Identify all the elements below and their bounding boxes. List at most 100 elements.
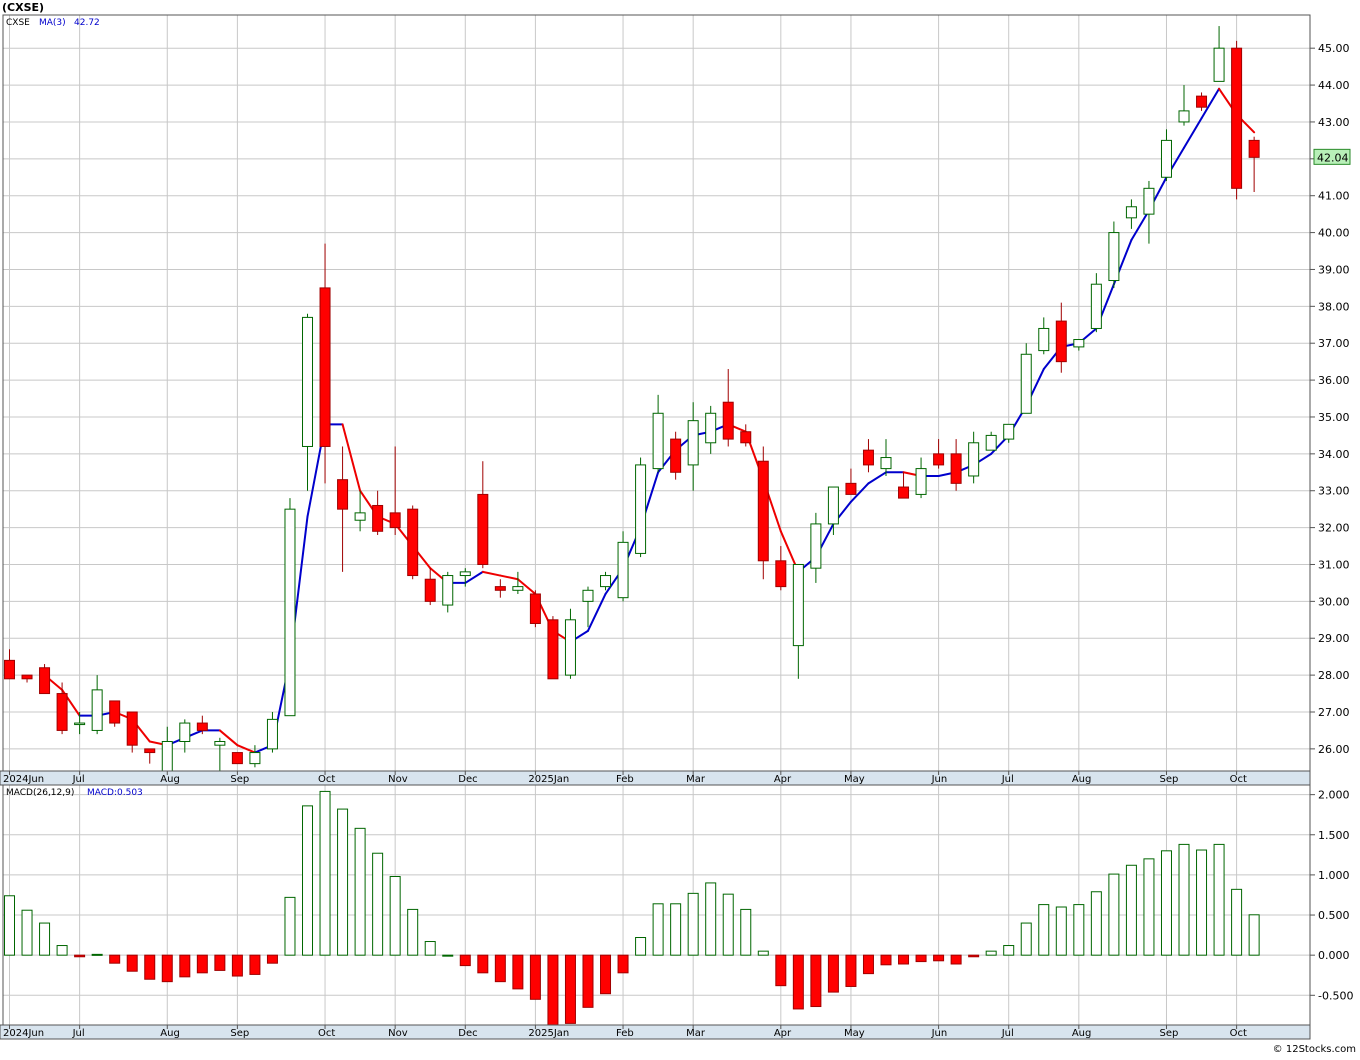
month-label: Apr bbox=[774, 774, 792, 785]
candle-body-up bbox=[179, 722, 191, 742]
last-price-badge-value: 42.04 bbox=[1317, 151, 1349, 164]
candle bbox=[564, 608, 576, 679]
macd-bar-positive bbox=[1160, 850, 1172, 956]
watermark: © 12Stocks.com bbox=[1273, 1044, 1356, 1055]
macd-tick-label: 1.500 bbox=[1318, 829, 1350, 842]
macd-bar-negative bbox=[266, 954, 278, 964]
price-tick-label: 38.00 bbox=[1318, 300, 1350, 313]
ma-segment bbox=[499, 574, 519, 581]
macd-bar-positive bbox=[407, 908, 419, 956]
candle-body-up bbox=[792, 563, 804, 647]
candle-body-up bbox=[266, 718, 278, 750]
candle bbox=[1196, 92, 1208, 111]
candle-body-up bbox=[600, 575, 612, 588]
macd-bar-negative bbox=[126, 954, 138, 972]
macd-bar-positive bbox=[1055, 906, 1067, 956]
month-label: Oct bbox=[1230, 774, 1247, 785]
macd-bar-positive bbox=[1020, 922, 1032, 956]
candle bbox=[302, 313, 314, 491]
macd-bar-negative bbox=[582, 954, 594, 1008]
last-price-badge: 42.04 bbox=[1313, 148, 1351, 165]
candle-body-up bbox=[1125, 206, 1137, 219]
legend-symbol: CXSE bbox=[6, 18, 30, 28]
candle-body-down bbox=[898, 486, 910, 499]
candle bbox=[249, 745, 261, 768]
macd-bar-negative bbox=[827, 954, 839, 993]
candle bbox=[266, 711, 278, 753]
macd-bar-positive bbox=[354, 827, 366, 956]
candle bbox=[231, 752, 243, 765]
macd-bar-positive bbox=[1231, 888, 1243, 956]
candle bbox=[635, 457, 647, 558]
month-label: Feb bbox=[616, 1028, 634, 1039]
candle bbox=[968, 431, 980, 484]
candle-body-up bbox=[284, 508, 296, 717]
candle bbox=[1125, 199, 1137, 229]
candle-body-up bbox=[1073, 339, 1085, 348]
candle bbox=[372, 490, 384, 535]
price-tick-label: 43.00 bbox=[1318, 116, 1350, 129]
candle-body-down bbox=[670, 438, 682, 473]
candle bbox=[91, 675, 103, 735]
candle bbox=[617, 531, 629, 602]
candle-body-up bbox=[915, 468, 927, 495]
price-tick-label: 28.00 bbox=[1318, 669, 1350, 682]
candle-body-down bbox=[1231, 47, 1243, 189]
ma-segment bbox=[867, 471, 887, 485]
candle-body-down bbox=[950, 453, 962, 484]
price-y-axis: 26.00 27.00 28.00 29.00 30.00 31.00 32.00 33.00… bbox=[1310, 42, 1350, 756]
macd-bar-negative bbox=[249, 954, 261, 975]
price-tick-label: 40.00 bbox=[1318, 227, 1350, 240]
ma-segment bbox=[1183, 117, 1203, 149]
candle bbox=[56, 682, 68, 735]
month-label: Aug bbox=[160, 1028, 180, 1039]
candle bbox=[1160, 129, 1172, 181]
macd-bar-negative bbox=[950, 954, 962, 965]
macd-bar-positive bbox=[722, 893, 734, 956]
candle bbox=[1090, 273, 1102, 333]
price-tick-label: 37.00 bbox=[1318, 337, 1350, 350]
candle-body-down bbox=[529, 593, 541, 624]
candle-body-up bbox=[1160, 139, 1172, 178]
candle bbox=[196, 715, 208, 735]
candle-body-down bbox=[196, 722, 208, 731]
candle bbox=[722, 369, 734, 447]
month-label: Dec bbox=[458, 1028, 477, 1039]
candle-body-down bbox=[109, 700, 121, 724]
ma-segment bbox=[849, 482, 870, 503]
candle bbox=[1073, 339, 1085, 351]
macd-bar-positive bbox=[670, 903, 682, 956]
macd-bar-negative bbox=[459, 954, 471, 967]
month-label: Aug bbox=[1072, 774, 1092, 785]
macd-bar-positive bbox=[1178, 843, 1190, 956]
macd-bar-negative bbox=[196, 954, 208, 974]
macd-bar-negative bbox=[564, 954, 576, 1024]
macd-tick-label: 1.000 bbox=[1318, 869, 1350, 882]
candle bbox=[1108, 221, 1120, 288]
macd-bar-negative bbox=[214, 954, 226, 971]
candle bbox=[600, 571, 612, 591]
candles bbox=[4, 26, 1260, 776]
candle-body-up bbox=[161, 740, 173, 776]
macd-bar-negative bbox=[845, 954, 857, 987]
candle bbox=[670, 431, 682, 480]
candle bbox=[1038, 317, 1050, 355]
price-tick-label: 27.00 bbox=[1318, 706, 1350, 719]
candle bbox=[1248, 136, 1260, 193]
macd-bar-negative bbox=[915, 954, 927, 963]
price-tick-label: 26.00 bbox=[1318, 743, 1350, 756]
price-tick-label: 31.00 bbox=[1318, 558, 1350, 571]
macd-bar-positive bbox=[372, 852, 384, 956]
candle-body-down bbox=[933, 453, 945, 466]
month-label: Jul bbox=[1001, 774, 1014, 785]
candle-body-up bbox=[687, 420, 699, 466]
symbol-header: (CXSE) bbox=[2, 1, 44, 14]
candle-body-down bbox=[39, 667, 51, 695]
macd-bar-positive bbox=[1196, 849, 1208, 956]
candle bbox=[810, 512, 822, 583]
candle-body-down bbox=[56, 693, 68, 731]
candle bbox=[354, 490, 366, 532]
macd-bar-positive bbox=[757, 950, 769, 956]
ma-segment bbox=[481, 570, 502, 577]
